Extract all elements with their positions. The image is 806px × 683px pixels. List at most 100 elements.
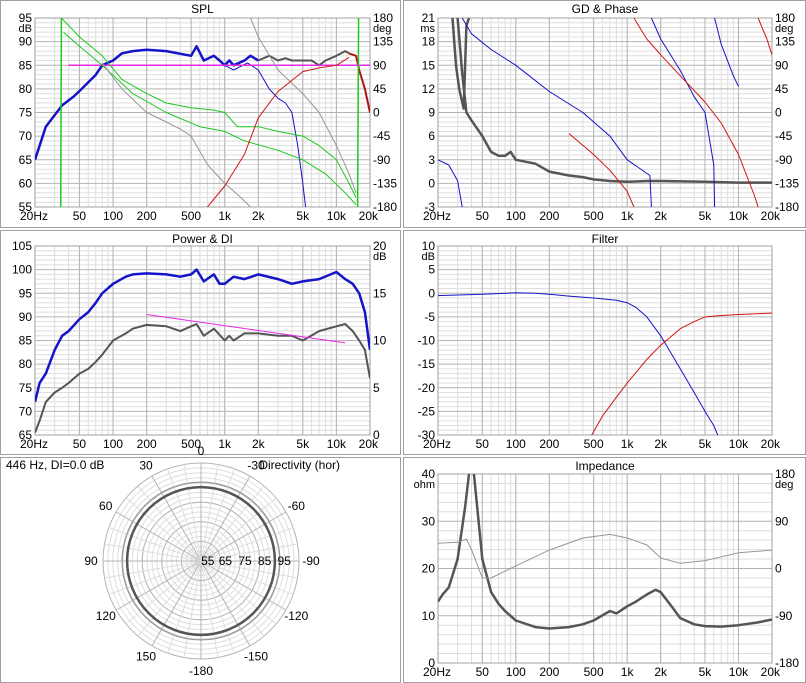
- x-tick-label: 50: [73, 437, 87, 451]
- y2-tick-label: 135: [775, 35, 795, 49]
- series-group: [35, 268, 370, 433]
- series-line: [650, 18, 716, 207]
- x-tick-label: 20k: [359, 437, 379, 451]
- series-group: [438, 474, 772, 630]
- y-tick-label: 12: [422, 82, 436, 96]
- y-tick-label: 70: [19, 129, 33, 143]
- spoke: [151, 560, 202, 647]
- y-tick-label: -30: [418, 428, 436, 442]
- spoke: [200, 560, 287, 611]
- spoke: [125, 560, 202, 625]
- y-tick-label: 70: [19, 404, 33, 418]
- chart-title: Impedance: [575, 459, 635, 473]
- spoke: [200, 560, 298, 579]
- series-line: [438, 533, 772, 579]
- y-tick-label: -5: [424, 310, 435, 324]
- y-tick-label: 30: [422, 514, 436, 528]
- panel-frame: [403, 457, 806, 683]
- x-tick-label: 50: [73, 209, 87, 223]
- x-tick-label: 2k: [654, 437, 668, 451]
- x-tick-label: 1k: [218, 209, 232, 223]
- response-curve: [125, 485, 277, 637]
- y-tick-label: 75: [19, 381, 33, 395]
- y2-tick-label: -180: [775, 656, 799, 670]
- x-tick-label: 500: [584, 437, 604, 451]
- panel-frame: [403, 0, 806, 228]
- y-tick-label: 80: [19, 357, 33, 371]
- x-tick-label: 20k: [359, 209, 379, 223]
- x-tick-label: 5k: [296, 209, 310, 223]
- spoke: [200, 464, 219, 562]
- chart-title: GD & Phase: [572, 2, 639, 16]
- y-unit-label: dB: [19, 23, 32, 35]
- spoke: [200, 527, 294, 562]
- series-group: [35, 18, 370, 207]
- y-tick-label: 60: [19, 176, 33, 190]
- y-tick-label: 3: [428, 153, 435, 167]
- x-tick-label: 1k: [218, 437, 232, 451]
- y-tick-label: 5: [428, 263, 435, 277]
- angle-label: -150: [244, 649, 268, 663]
- x-tick-label: 20k: [761, 437, 781, 451]
- spoke: [104, 560, 202, 579]
- y-tick-label: 0: [428, 176, 435, 190]
- y2-tick-label: 45: [775, 82, 789, 96]
- series-line: [472, 474, 772, 630]
- x-tick-label: 200: [539, 437, 559, 451]
- spoke: [200, 560, 219, 658]
- x-tick-label: 2k: [654, 209, 668, 223]
- y-unit-label: ms: [420, 23, 435, 35]
- y-tick-label: 10: [422, 609, 436, 623]
- series-line: [61, 18, 357, 198]
- series-line: [207, 56, 350, 207]
- y-tick-label: 65: [19, 153, 33, 167]
- series-line: [250, 18, 357, 193]
- x-tick-label: 50: [476, 665, 490, 679]
- y2-tick-label: 180: [373, 11, 393, 25]
- y2-unit-label: deg: [775, 479, 793, 491]
- angle-label: -180: [189, 664, 213, 678]
- y-tick-label: 0: [428, 286, 435, 300]
- x-tick-label: 1k: [621, 437, 635, 451]
- series-line: [451, 18, 471, 110]
- y2-tick-label: 0: [373, 428, 380, 442]
- ring-label: 65: [219, 554, 233, 568]
- x-tick-label: 50: [476, 437, 490, 451]
- y2-tick-label: -45: [373, 129, 391, 143]
- series-line: [348, 52, 370, 113]
- x-tick-label: 500: [181, 437, 201, 451]
- series-group: [438, 18, 772, 207]
- y2-tick-label: 90: [775, 514, 789, 528]
- y2-tick-label: 0: [373, 106, 380, 120]
- y-tick-label: 90: [19, 310, 33, 324]
- y-tick-label: 10: [422, 239, 436, 253]
- series-line: [63, 31, 357, 205]
- y-tick-label: -15: [418, 357, 436, 371]
- y-tick-label: 55: [19, 200, 33, 214]
- ring-label: 85: [258, 554, 272, 568]
- series-line: [757, 18, 772, 55]
- x-tick-label: 10k: [327, 437, 347, 451]
- x-tick-label: 200: [137, 209, 157, 223]
- x-tick-label: 5k: [699, 437, 713, 451]
- ring-label: 55: [201, 554, 215, 568]
- spoke: [200, 511, 287, 562]
- x-tick-label: 20Hz: [423, 209, 451, 223]
- chart-title: Filter: [592, 232, 619, 246]
- series-line: [438, 474, 471, 603]
- x-tick-label: 100: [506, 665, 526, 679]
- spoke: [200, 497, 277, 562]
- y2-tick-label: 10: [373, 334, 387, 348]
- x-tick-label: 500: [584, 209, 604, 223]
- x-tick-label: 10k: [327, 209, 347, 223]
- x-tick-label: 20Hz: [423, 437, 451, 451]
- angle-label: -120: [284, 609, 308, 623]
- y2-tick-label: -135: [373, 176, 397, 190]
- y2-tick-label: 0: [775, 106, 782, 120]
- x-tick-label: 100: [506, 209, 526, 223]
- series-line: [438, 159, 463, 207]
- series-line: [146, 314, 346, 344]
- y-tick-label: 95: [19, 286, 33, 300]
- angle-label: 90: [84, 554, 98, 568]
